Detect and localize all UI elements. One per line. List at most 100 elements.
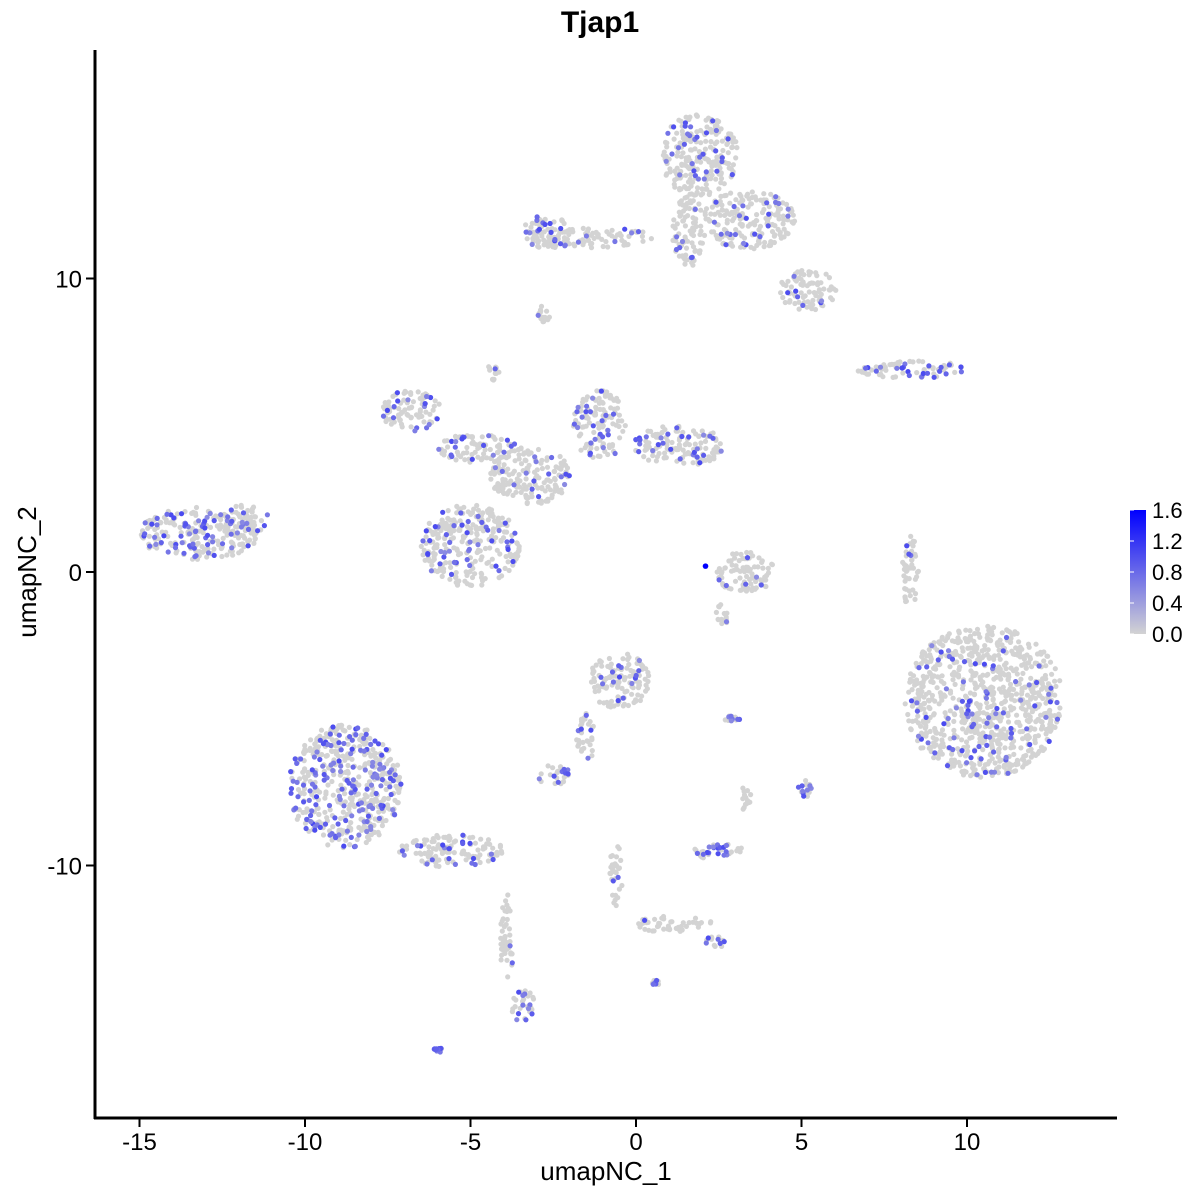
- cell-point: [501, 924, 507, 930]
- cell-point: [963, 739, 970, 745]
- cell-point: [485, 527, 491, 533]
- cell-point: [768, 191, 774, 197]
- cell-point: [709, 455, 715, 462]
- cell-point: [493, 535, 499, 541]
- cell-point: [520, 1002, 526, 1008]
- cell-point: [545, 763, 551, 769]
- cell-point: [995, 770, 1002, 776]
- cell-point: [687, 198, 694, 204]
- cell-point: [490, 452, 496, 458]
- cell-point: [338, 768, 344, 775]
- cell-point: [358, 800, 364, 806]
- cell-point: [504, 529, 510, 535]
- cell-point: [682, 195, 688, 201]
- cell-point: [945, 648, 952, 654]
- cell-point: [761, 191, 767, 197]
- cell-point: [679, 433, 685, 440]
- cell-point: [593, 404, 599, 410]
- cell-point: [261, 523, 267, 529]
- cell-point: [201, 546, 208, 553]
- cell-point: [399, 848, 405, 854]
- cell-point: [610, 878, 616, 884]
- cell-point: [538, 500, 544, 506]
- cell-point: [677, 201, 683, 207]
- cell-point: [680, 208, 687, 214]
- cell-point: [806, 289, 812, 295]
- cell-point: [955, 640, 961, 646]
- cell-point: [674, 221, 680, 227]
- cell-point: [447, 576, 453, 582]
- cell-point: [549, 492, 555, 498]
- cell-point: [585, 415, 591, 422]
- cell-point: [183, 521, 189, 527]
- cell-point: [1000, 732, 1006, 738]
- cell-point: [648, 236, 655, 242]
- cell-point: [469, 456, 475, 462]
- cell-point: [472, 558, 478, 564]
- cell-point: [613, 902, 619, 909]
- cell-point: [536, 244, 542, 250]
- cell-point: [997, 656, 1003, 662]
- cell-point: [179, 540, 185, 546]
- cell-point: [1041, 658, 1047, 664]
- cell-point: [605, 432, 611, 438]
- cell-point: [984, 700, 990, 706]
- cell-point: [461, 504, 467, 510]
- cell-point: [757, 223, 764, 229]
- cell-point: [707, 189, 713, 195]
- cell-point: [740, 197, 746, 203]
- cell-point: [731, 203, 737, 210]
- cell-point: [1017, 729, 1023, 735]
- cell-point: [523, 476, 529, 482]
- cell-point: [966, 658, 973, 664]
- cell-point: [994, 641, 1000, 647]
- cell-point: [433, 1046, 439, 1052]
- cell-point: [454, 510, 460, 516]
- cell-point: [387, 784, 393, 790]
- cell-point: [615, 418, 622, 424]
- cell-point: [664, 442, 670, 448]
- cell-point: [392, 812, 398, 818]
- cell-point: [996, 746, 1002, 752]
- cell-point: [322, 809, 328, 815]
- cell-point: [555, 779, 561, 785]
- y-tick-label: 10: [55, 267, 82, 294]
- cell-point: [921, 706, 927, 712]
- cell-point: [539, 457, 545, 463]
- cell-point: [724, 160, 730, 166]
- cell-point: [581, 745, 587, 751]
- cell-point: [575, 743, 581, 749]
- cell-point: [521, 451, 527, 457]
- cell-point: [1046, 711, 1052, 717]
- cell-point: [346, 780, 352, 786]
- cell-point: [603, 239, 609, 245]
- cell-point: [326, 802, 333, 809]
- cell-point: [535, 312, 541, 318]
- cell-point: [798, 290, 804, 296]
- cell-point: [307, 788, 313, 794]
- cell-point: [689, 147, 695, 153]
- cell-point: [392, 772, 398, 778]
- cell-point: [1013, 679, 1019, 685]
- cell-point: [823, 271, 829, 277]
- cell-point: [498, 848, 504, 855]
- cell-point: [951, 727, 957, 734]
- cell-point: [553, 485, 559, 491]
- cell-point: [703, 156, 709, 162]
- cell-point: [366, 760, 372, 766]
- cell-point: [987, 724, 993, 730]
- cell-point: [422, 557, 428, 563]
- cell-point: [691, 449, 698, 455]
- cell-point: [200, 530, 206, 536]
- cell-point: [181, 550, 187, 556]
- cell-point: [320, 741, 326, 747]
- cell-point: [918, 661, 924, 667]
- cell-point: [927, 669, 933, 676]
- cell-point: [1025, 700, 1031, 706]
- cell-point: [720, 147, 726, 154]
- cell-point: [765, 570, 772, 576]
- cell-point: [481, 442, 487, 448]
- cell-point: [887, 362, 893, 368]
- cell-point: [591, 235, 597, 241]
- cell-point: [615, 698, 621, 704]
